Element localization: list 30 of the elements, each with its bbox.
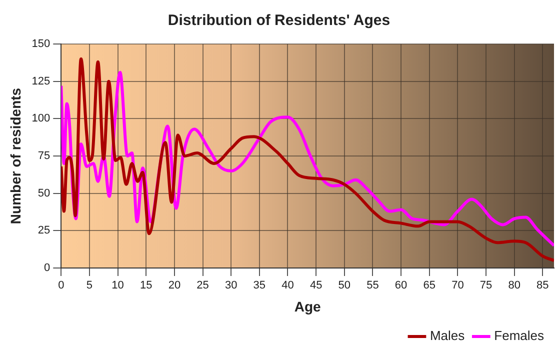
- x-tick-label: 40: [282, 280, 294, 292]
- x-tick-label: 75: [480, 280, 492, 292]
- y-axis-title: Number of residents: [7, 88, 24, 224]
- y-tick-label: 25: [38, 224, 50, 237]
- x-tick-label: 20: [168, 280, 181, 292]
- y-tick-label: 50: [38, 187, 50, 200]
- x-tick-label: 65: [423, 280, 436, 292]
- x-tick-label: 70: [452, 280, 464, 292]
- x-tick-label: 10: [112, 280, 124, 292]
- x-tick-label: 50: [338, 280, 351, 292]
- x-axis-title: Age: [294, 298, 322, 314]
- x-tick-label: 15: [140, 280, 152, 292]
- x-tick-label: 85: [536, 280, 549, 292]
- chart-title: Distribution of Residents' Ages: [168, 12, 390, 30]
- x-tick-label: 5: [86, 280, 93, 292]
- y-tick-label: 150: [32, 38, 50, 50]
- legend-label: Females: [494, 328, 544, 344]
- y-tick-label: 100: [32, 112, 50, 125]
- y-tick-label: 75: [38, 150, 50, 162]
- y-tick-label: 125: [32, 75, 50, 88]
- x-tick-label: 25: [196, 280, 209, 292]
- y-tick-label: 0: [44, 262, 50, 274]
- x-tick-label: 55: [366, 280, 379, 292]
- x-tick-label: 30: [224, 280, 238, 292]
- legend-label: Males: [430, 328, 466, 344]
- x-tick-label: 60: [394, 280, 408, 292]
- x-tick-label: 45: [310, 280, 322, 292]
- x-tick-label: 80: [508, 280, 520, 292]
- x-tick-label: 0: [58, 280, 64, 292]
- x-tick-label: 35: [253, 280, 266, 292]
